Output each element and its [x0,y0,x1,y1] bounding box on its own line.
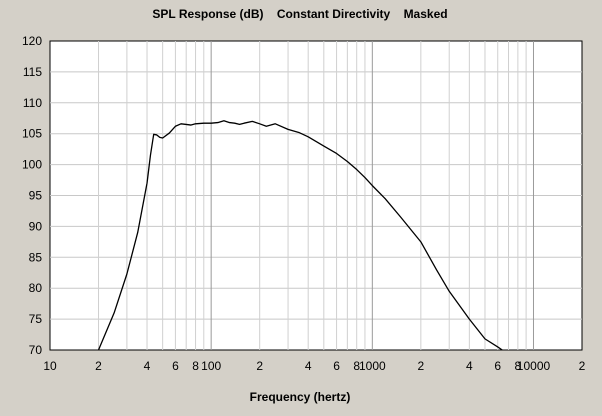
x-tick-label: 8 [515,359,522,373]
grid-lines [50,41,582,350]
x-tick-label: 8 [353,359,360,373]
x-tick-label: 4 [305,359,312,373]
x-tick-label: 2 [417,359,424,373]
y-tick-label: 100 [22,158,42,172]
x-axis-label: Frequency (hertz) [250,390,351,404]
x-tick-label: 6 [333,359,340,373]
x-tick-label: 8 [192,359,199,373]
x-tick-label: 4 [466,359,473,373]
x-tick-label: 10 [43,359,57,373]
x-tick-label: 2 [579,359,586,373]
x-tick-label: 6 [172,359,179,373]
chart-title: SPL Response (dB) Constant Directivity M… [152,7,447,21]
x-tick-label: 1000 [359,359,386,373]
y-tick-label: 95 [29,189,43,203]
series-layer [97,120,503,351]
y-tick-label: 115 [23,65,42,79]
y-tick-label: 75 [29,312,43,326]
y-axis-ticks: 70 75 80 85 90 95 100 105 110 115 120 [22,34,42,357]
y-tick-label: 120 [22,34,42,48]
y-tick-label: 105 [22,127,42,141]
x-tick-label: 6 [494,359,501,373]
y-tick-label: 90 [29,219,43,233]
y-tick-label: 80 [29,281,43,295]
spl-response-line [97,120,503,351]
x-tick-label: 100 [201,359,221,373]
y-tick-label: 70 [29,343,43,357]
x-tick-label: 10000 [517,359,551,373]
y-tick-label: 85 [29,250,43,264]
x-tick-label: 2 [256,359,263,373]
x-tick-label: 4 [144,359,151,373]
y-tick-label: 110 [23,96,42,110]
x-tick-label: 2 [95,359,102,373]
